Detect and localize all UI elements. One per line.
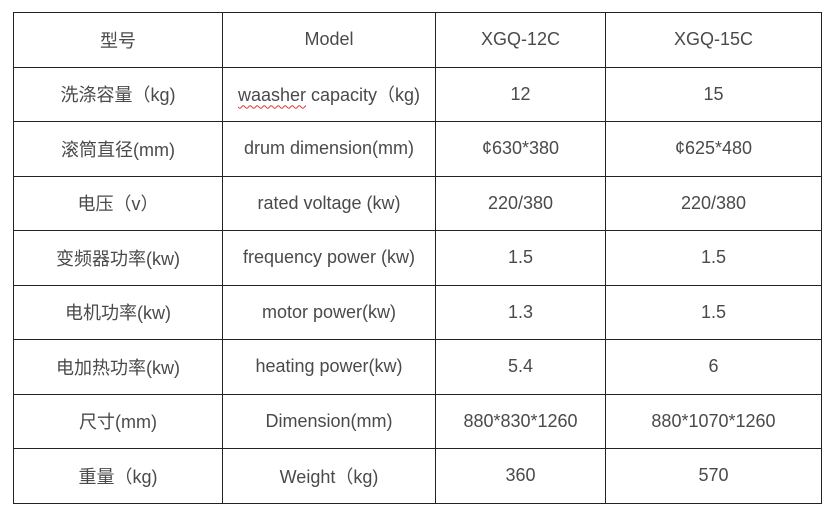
cell-b: 220/380: [605, 175, 822, 231]
header-model-b: XGQ-15C: [605, 12, 822, 68]
table-row: 滚筒直径(mm) drum dimension(mm) ¢630*380 ¢62…: [13, 121, 822, 177]
cell-cn: 电加热功率(kw): [13, 339, 223, 395]
table-row: 洗涤容量（kg) waasher capacity（kg) 12 15: [13, 66, 822, 122]
cell-a: 880*830*1260: [435, 393, 606, 449]
cell-en: Dimension(mm): [222, 393, 436, 449]
cell-cn: 洗涤容量（kg): [13, 66, 223, 122]
cell-cn: 尺寸(mm): [13, 393, 223, 449]
cell-b: 6: [605, 339, 822, 395]
header-cn: 型号: [13, 12, 223, 68]
cell-a: 12: [435, 66, 606, 122]
cell-a: 1.5: [435, 230, 606, 286]
cell-b: ¢625*480: [605, 121, 822, 177]
cell-en: motor power(kw): [222, 284, 436, 340]
cell-en: heating power(kw): [222, 339, 436, 395]
cell-en: frequency power (kw): [222, 230, 436, 286]
cell-b: 1.5: [605, 284, 822, 340]
table-row: 电压（v） rated voltage (kw) 220/380 220/380: [13, 175, 822, 231]
table-row: 尺寸(mm) Dimension(mm) 880*830*1260 880*10…: [13, 393, 822, 449]
cell-en-rest: capacity（kg): [306, 85, 421, 106]
cell-en: rated voltage (kw): [222, 175, 436, 231]
table-row: 电机功率(kw) motor power(kw) 1.3 1.5: [13, 284, 822, 340]
table-row: 变频器功率(kw) frequency power (kw) 1.5 1.5: [13, 230, 822, 286]
cell-en: Weight（kg): [222, 448, 436, 504]
cell-en: drum dimension(mm): [222, 121, 436, 177]
cell-a: 220/380: [435, 175, 606, 231]
cell-a: 5.4: [435, 339, 606, 395]
cell-b: 15: [605, 66, 822, 122]
cell-cn: 电机功率(kw): [13, 284, 223, 340]
table-row: 重量（kg) Weight（kg) 360 570: [13, 448, 822, 504]
cell-cn: 变频器功率(kw): [13, 230, 223, 286]
cell-a: 1.3: [435, 284, 606, 340]
header-en: Model: [222, 12, 436, 68]
cell-a: 360: [435, 448, 606, 504]
spec-table: 型号 Model XGQ-12C XGQ-15C 洗涤容量（kg) waashe…: [13, 12, 822, 504]
cell-b: 880*1070*1260: [605, 393, 822, 449]
cell-cn: 重量（kg): [13, 448, 223, 504]
cell-b: 570: [605, 448, 822, 504]
cell-en: waasher capacity（kg): [222, 66, 436, 122]
cell-b: 1.5: [605, 230, 822, 286]
cell-cn: 电压（v）: [13, 175, 223, 231]
misspelled-word: waasher: [237, 85, 306, 106]
cell-cn: 滚筒直径(mm): [13, 121, 223, 177]
header-model-a: XGQ-12C: [435, 12, 606, 68]
header-row: 型号 Model XGQ-12C XGQ-15C: [13, 12, 822, 68]
cell-a: ¢630*380: [435, 121, 606, 177]
table-row: 电加热功率(kw) heating power(kw) 5.4 6: [13, 339, 822, 395]
